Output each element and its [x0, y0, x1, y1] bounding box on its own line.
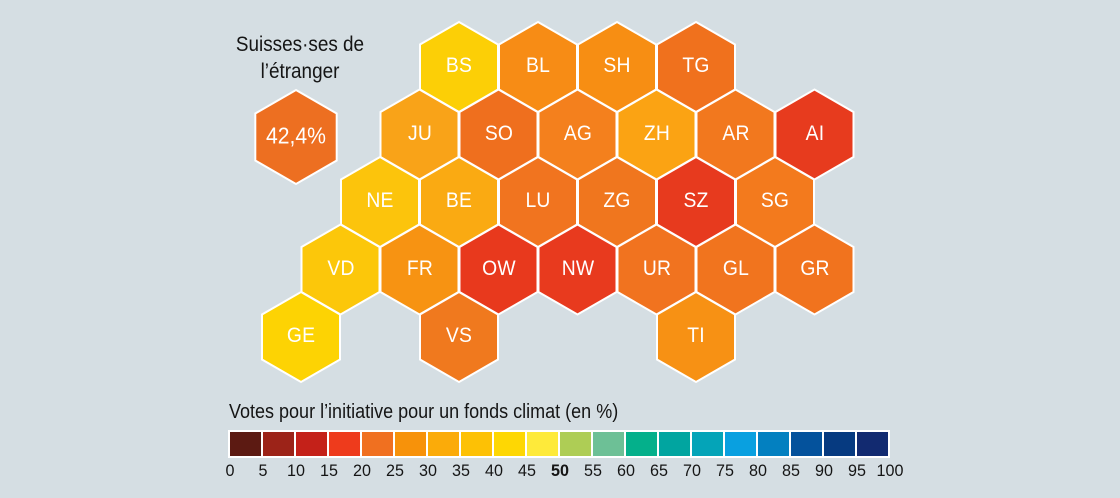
legend-swatch-11 — [593, 432, 624, 456]
legend-tick-10: 10 — [287, 461, 305, 480]
legend-tick-15: 15 — [320, 461, 338, 480]
legend-tick-85: 85 — [782, 461, 800, 480]
legend-swatch-17 — [791, 432, 822, 456]
legend-tick-95: 95 — [848, 461, 866, 480]
legend-swatch-18 — [824, 432, 855, 456]
legend-tick-20: 20 — [353, 461, 371, 480]
legend-swatch-3 — [329, 432, 360, 456]
legend-swatch-19 — [857, 432, 888, 456]
legend-swatch-6 — [428, 432, 459, 456]
abroad-annotation-line2: l’étranger — [260, 60, 340, 83]
legend-tick-35: 35 — [452, 461, 470, 480]
abroad-annotation-line1: Suisses·ses de — [235, 33, 365, 56]
legend-swatch-2 — [296, 432, 327, 456]
legend-swatch-16 — [758, 432, 789, 456]
legend-swatch-1 — [263, 432, 294, 456]
legend-swatch-13 — [659, 432, 690, 456]
legend-swatch-0 — [230, 432, 261, 456]
legend-tick-60: 60 — [617, 461, 635, 480]
legend-tick-90: 90 — [815, 461, 833, 480]
legend-tick-80: 80 — [749, 461, 767, 480]
hex-tile-TI — [656, 290, 736, 384]
legend-swatch-5 — [395, 432, 426, 456]
legend-tick-70: 70 — [683, 461, 701, 480]
hex-cartogram — [254, 20, 855, 384]
legend-tick-65: 65 — [650, 461, 668, 480]
legend-tick-55: 55 — [584, 461, 602, 480]
legend-tick-75: 75 — [716, 461, 734, 480]
legend-tick-100: 100 — [876, 461, 904, 480]
legend-tick-40: 40 — [485, 461, 503, 480]
legend-swatch-15 — [725, 432, 756, 456]
legend-swatch-14 — [692, 432, 723, 456]
legend-color-scale — [228, 430, 890, 458]
abroad-annotation-title: Suisses·ses de l’étranger — [201, 31, 399, 85]
legend-tick-5: 5 — [258, 461, 268, 480]
legend-tick-30: 30 — [419, 461, 437, 480]
legend-tick-25: 25 — [386, 461, 404, 480]
legend-tick-45: 45 — [518, 461, 536, 480]
hex-tile-GR — [774, 223, 855, 316]
legend-swatch-8 — [494, 432, 525, 456]
legend-swatch-10 — [560, 432, 591, 456]
legend-tick-labels: 0 5 10 15 20 25 30 35 40 45 50 55 60 65 70 75 80 85 90 95 10… — [0, 461, 1120, 483]
hex-tile-VS — [419, 290, 499, 384]
hex-tile-GE — [261, 290, 341, 384]
legend-swatch-9 — [527, 432, 558, 456]
legend-swatch-12 — [626, 432, 657, 456]
hex-tile-abroad — [254, 88, 338, 186]
legend-swatch-7 — [461, 432, 492, 456]
legend-swatch-4 — [362, 432, 393, 456]
legend-tick-50: 50 — [551, 461, 569, 480]
abroad-annotation-value: 42,4% — [265, 122, 327, 149]
legend-title: Votes pour l’initiative pour un fonds cl… — [229, 401, 619, 423]
legend-tick-0: 0 — [225, 461, 235, 480]
